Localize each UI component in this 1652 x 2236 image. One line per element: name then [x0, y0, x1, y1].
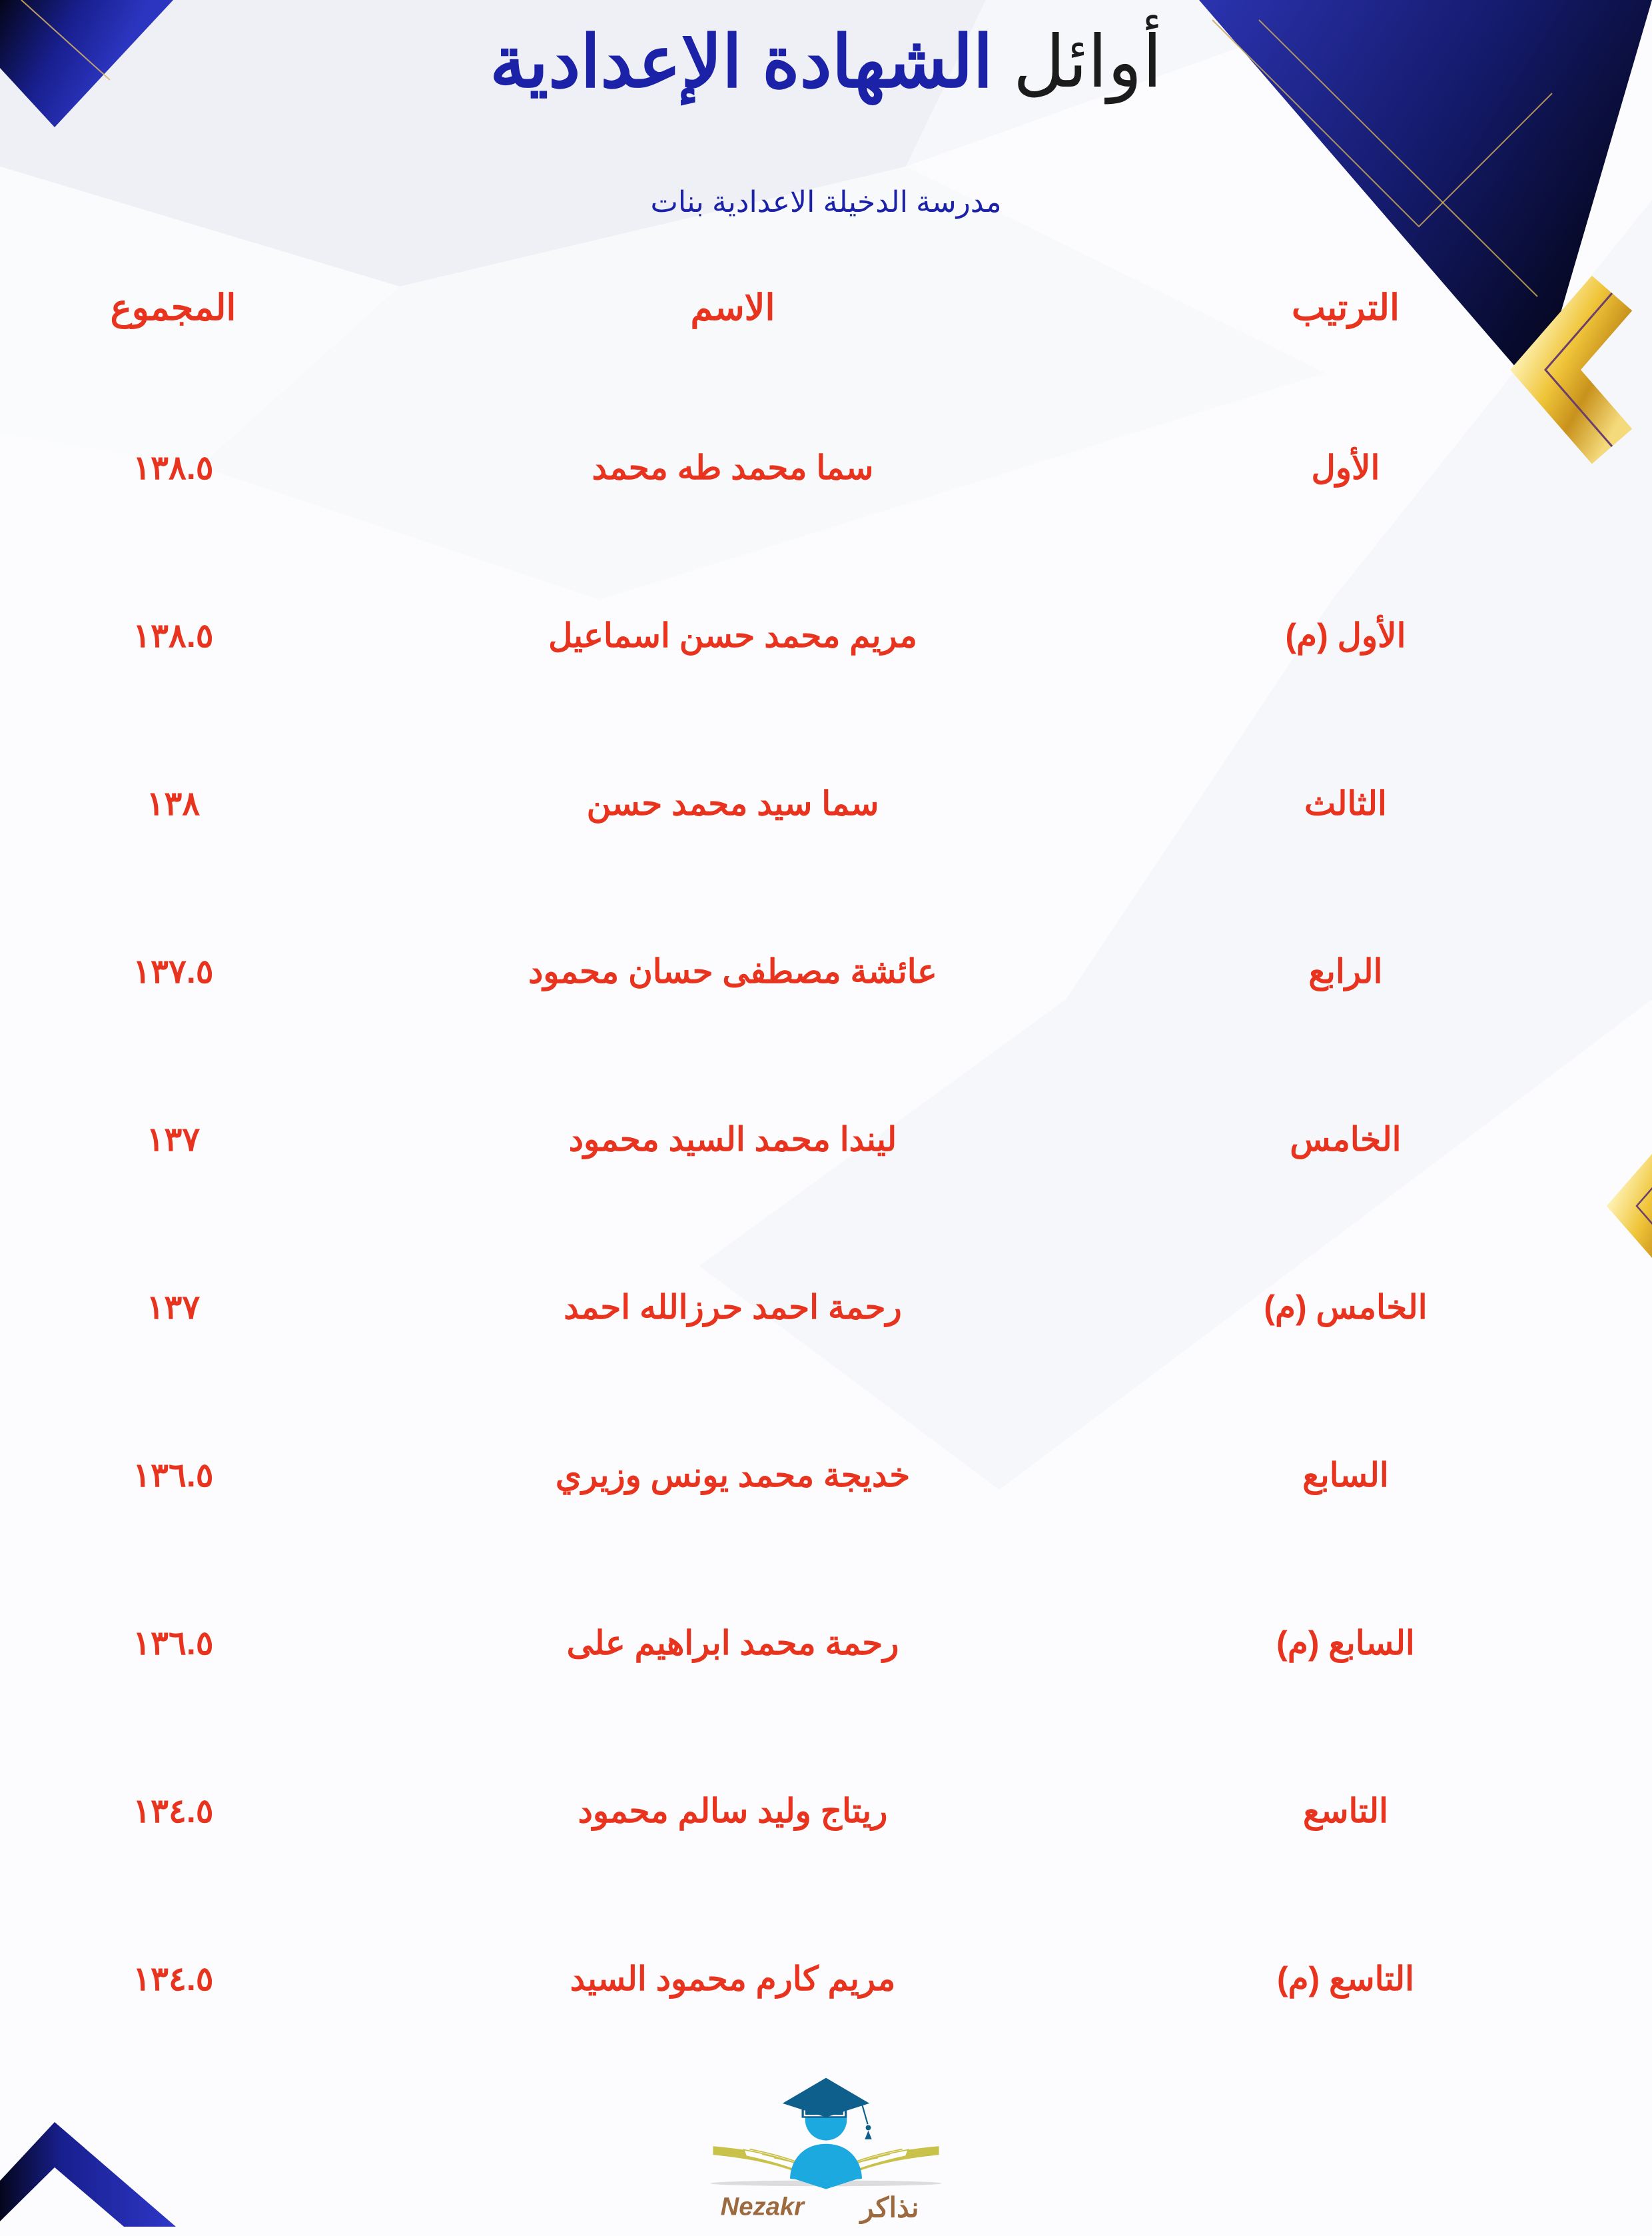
svg-text:نذاكر: نذاكر [859, 2191, 919, 2224]
svg-text:Nezakr: Nezakr [721, 2193, 806, 2221]
